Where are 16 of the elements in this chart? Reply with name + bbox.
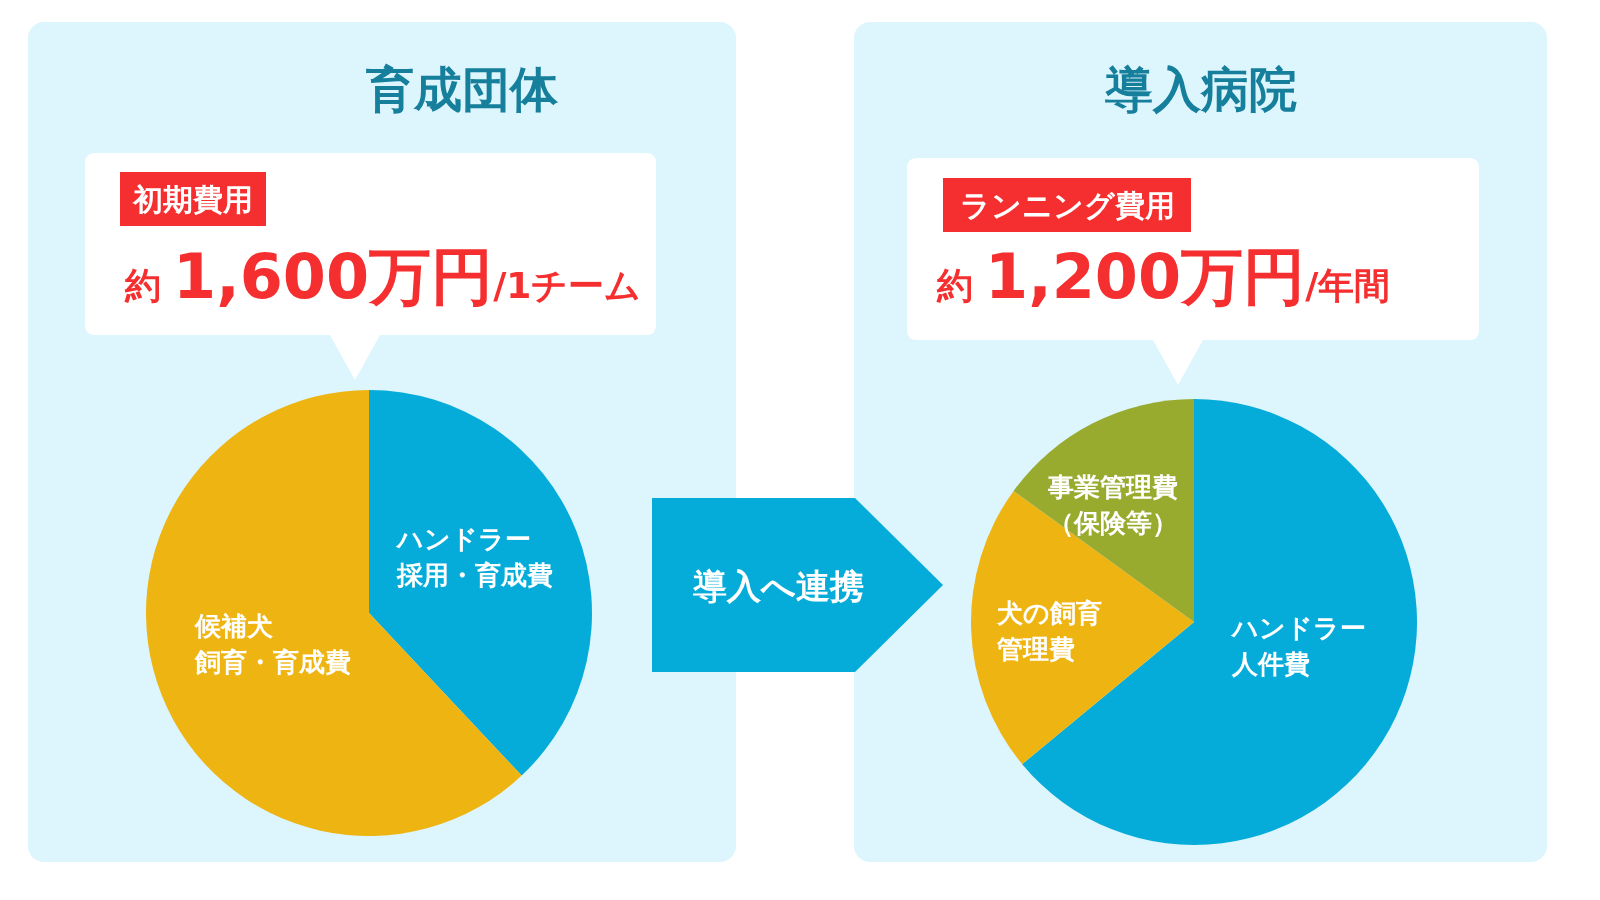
text: /1チーム (493, 265, 642, 306)
slice-label: ハンドラー人件費 (1230, 613, 1366, 679)
slice-label: 候補犬飼育・育成費 (194, 611, 351, 677)
slice-label: 事業管理費（保険等） (1047, 472, 1178, 538)
slice-label: ハンドラー採用・育成費 (395, 524, 553, 590)
text: /年間 (1305, 265, 1391, 306)
text: 1,600万円 (173, 240, 494, 313)
text: 初期費用 (132, 182, 253, 217)
text: 導入へ連携 (691, 566, 864, 606)
chart-title: 育成団体 (365, 61, 559, 117)
text: 約 (124, 265, 161, 306)
slice-label: 犬の飼育管理費 (996, 598, 1102, 664)
text: 1,200万円 (985, 240, 1306, 313)
text: ランニング費用 (959, 188, 1175, 223)
text: 約 (936, 265, 973, 306)
chart-title: 導入病院 (1103, 61, 1297, 117)
